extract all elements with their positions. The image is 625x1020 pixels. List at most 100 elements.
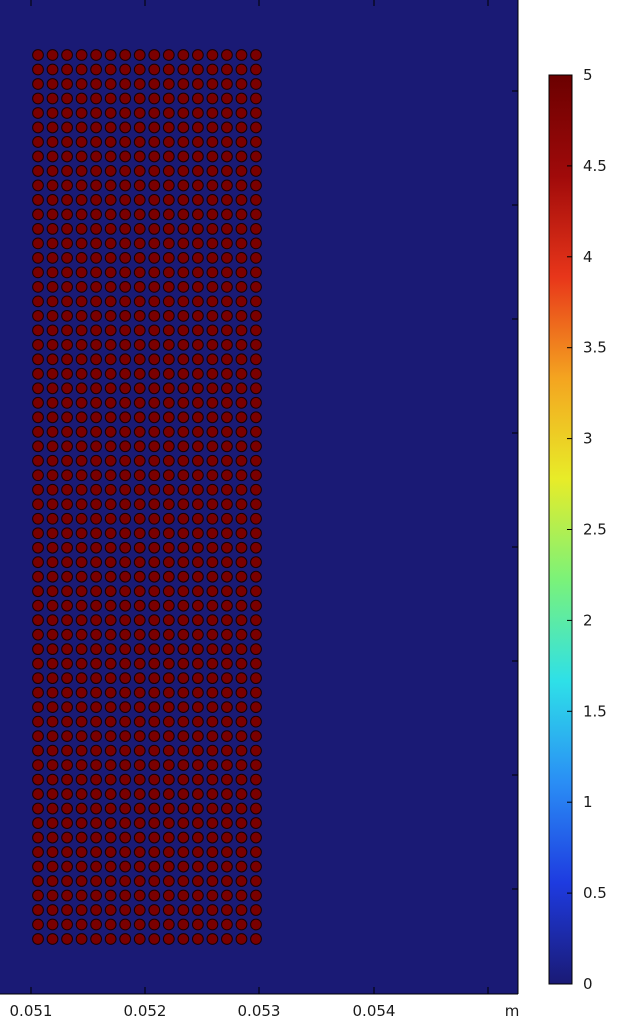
particle — [148, 686, 161, 699]
particle — [75, 411, 88, 424]
particle — [162, 367, 175, 380]
particle — [104, 933, 117, 945]
particle — [133, 367, 146, 380]
particle — [148, 251, 161, 264]
particle — [177, 512, 190, 525]
particle — [46, 773, 59, 786]
particle — [133, 802, 146, 815]
particle — [90, 889, 103, 902]
particle — [148, 266, 161, 279]
particle — [191, 280, 204, 293]
particle — [162, 715, 175, 728]
particle — [148, 817, 161, 829]
particle — [162, 875, 175, 887]
particle — [90, 860, 103, 873]
particle — [162, 237, 175, 250]
particle — [206, 150, 219, 163]
particle — [206, 918, 219, 931]
particle — [61, 730, 73, 743]
particle — [250, 541, 262, 554]
particle — [75, 353, 88, 366]
particle — [119, 396, 132, 409]
particle — [148, 295, 161, 308]
particle — [235, 585, 248, 598]
particle — [46, 889, 59, 902]
particle — [206, 759, 219, 771]
particle — [119, 599, 132, 612]
particle — [250, 295, 262, 308]
particle — [119, 556, 132, 569]
particle — [75, 295, 88, 308]
particle — [191, 875, 204, 887]
particle — [61, 266, 73, 279]
particle — [46, 280, 59, 293]
particle — [46, 237, 59, 250]
particle — [32, 744, 44, 757]
particle — [61, 846, 73, 858]
particle — [32, 730, 44, 743]
particle — [32, 353, 44, 366]
particle — [148, 338, 161, 351]
particle — [32, 527, 44, 540]
particle — [75, 570, 88, 583]
particle — [250, 657, 262, 670]
particle — [133, 701, 146, 714]
particle — [90, 49, 103, 61]
particle — [104, 831, 117, 844]
particle — [119, 179, 132, 192]
particle — [235, 759, 248, 771]
particle — [206, 715, 219, 728]
particle — [119, 933, 132, 945]
particle — [235, 831, 248, 844]
particle — [191, 208, 204, 221]
particle — [75, 78, 88, 90]
particle — [235, 889, 248, 902]
particle — [221, 657, 233, 670]
particle — [221, 295, 233, 308]
particle — [75, 715, 88, 728]
particle — [104, 411, 117, 424]
particle — [148, 121, 161, 134]
particle — [32, 179, 44, 192]
particle — [162, 628, 175, 641]
particle — [235, 657, 248, 670]
particle — [61, 295, 73, 308]
particle — [119, 527, 132, 540]
particle — [206, 527, 219, 540]
particle — [235, 78, 248, 90]
particle — [75, 527, 88, 540]
colorbar-tick-label: 3.5 — [583, 339, 607, 357]
particle — [75, 657, 88, 670]
particle — [133, 860, 146, 873]
particle — [61, 657, 73, 670]
particle — [221, 309, 233, 322]
particle — [104, 773, 117, 786]
particle — [162, 92, 175, 105]
particle — [104, 889, 117, 902]
particle — [90, 512, 103, 525]
particle — [162, 483, 175, 496]
particle — [235, 396, 248, 409]
particle — [61, 121, 73, 134]
particle — [206, 846, 219, 858]
particle — [46, 846, 59, 858]
particle — [221, 208, 233, 221]
particle — [46, 295, 59, 308]
particle — [162, 512, 175, 525]
particle — [177, 773, 190, 786]
particle — [133, 251, 146, 264]
particle — [75, 150, 88, 163]
particle — [75, 904, 88, 916]
particle — [61, 454, 73, 467]
particle — [32, 194, 44, 206]
particle — [133, 353, 146, 366]
particle — [206, 744, 219, 757]
colorbar-tick-label: 2 — [583, 611, 593, 629]
particle — [104, 396, 117, 409]
particle — [119, 251, 132, 264]
particle — [177, 570, 190, 583]
particle — [61, 237, 73, 250]
particle — [32, 498, 44, 511]
particle — [148, 223, 161, 235]
particle — [235, 223, 248, 235]
